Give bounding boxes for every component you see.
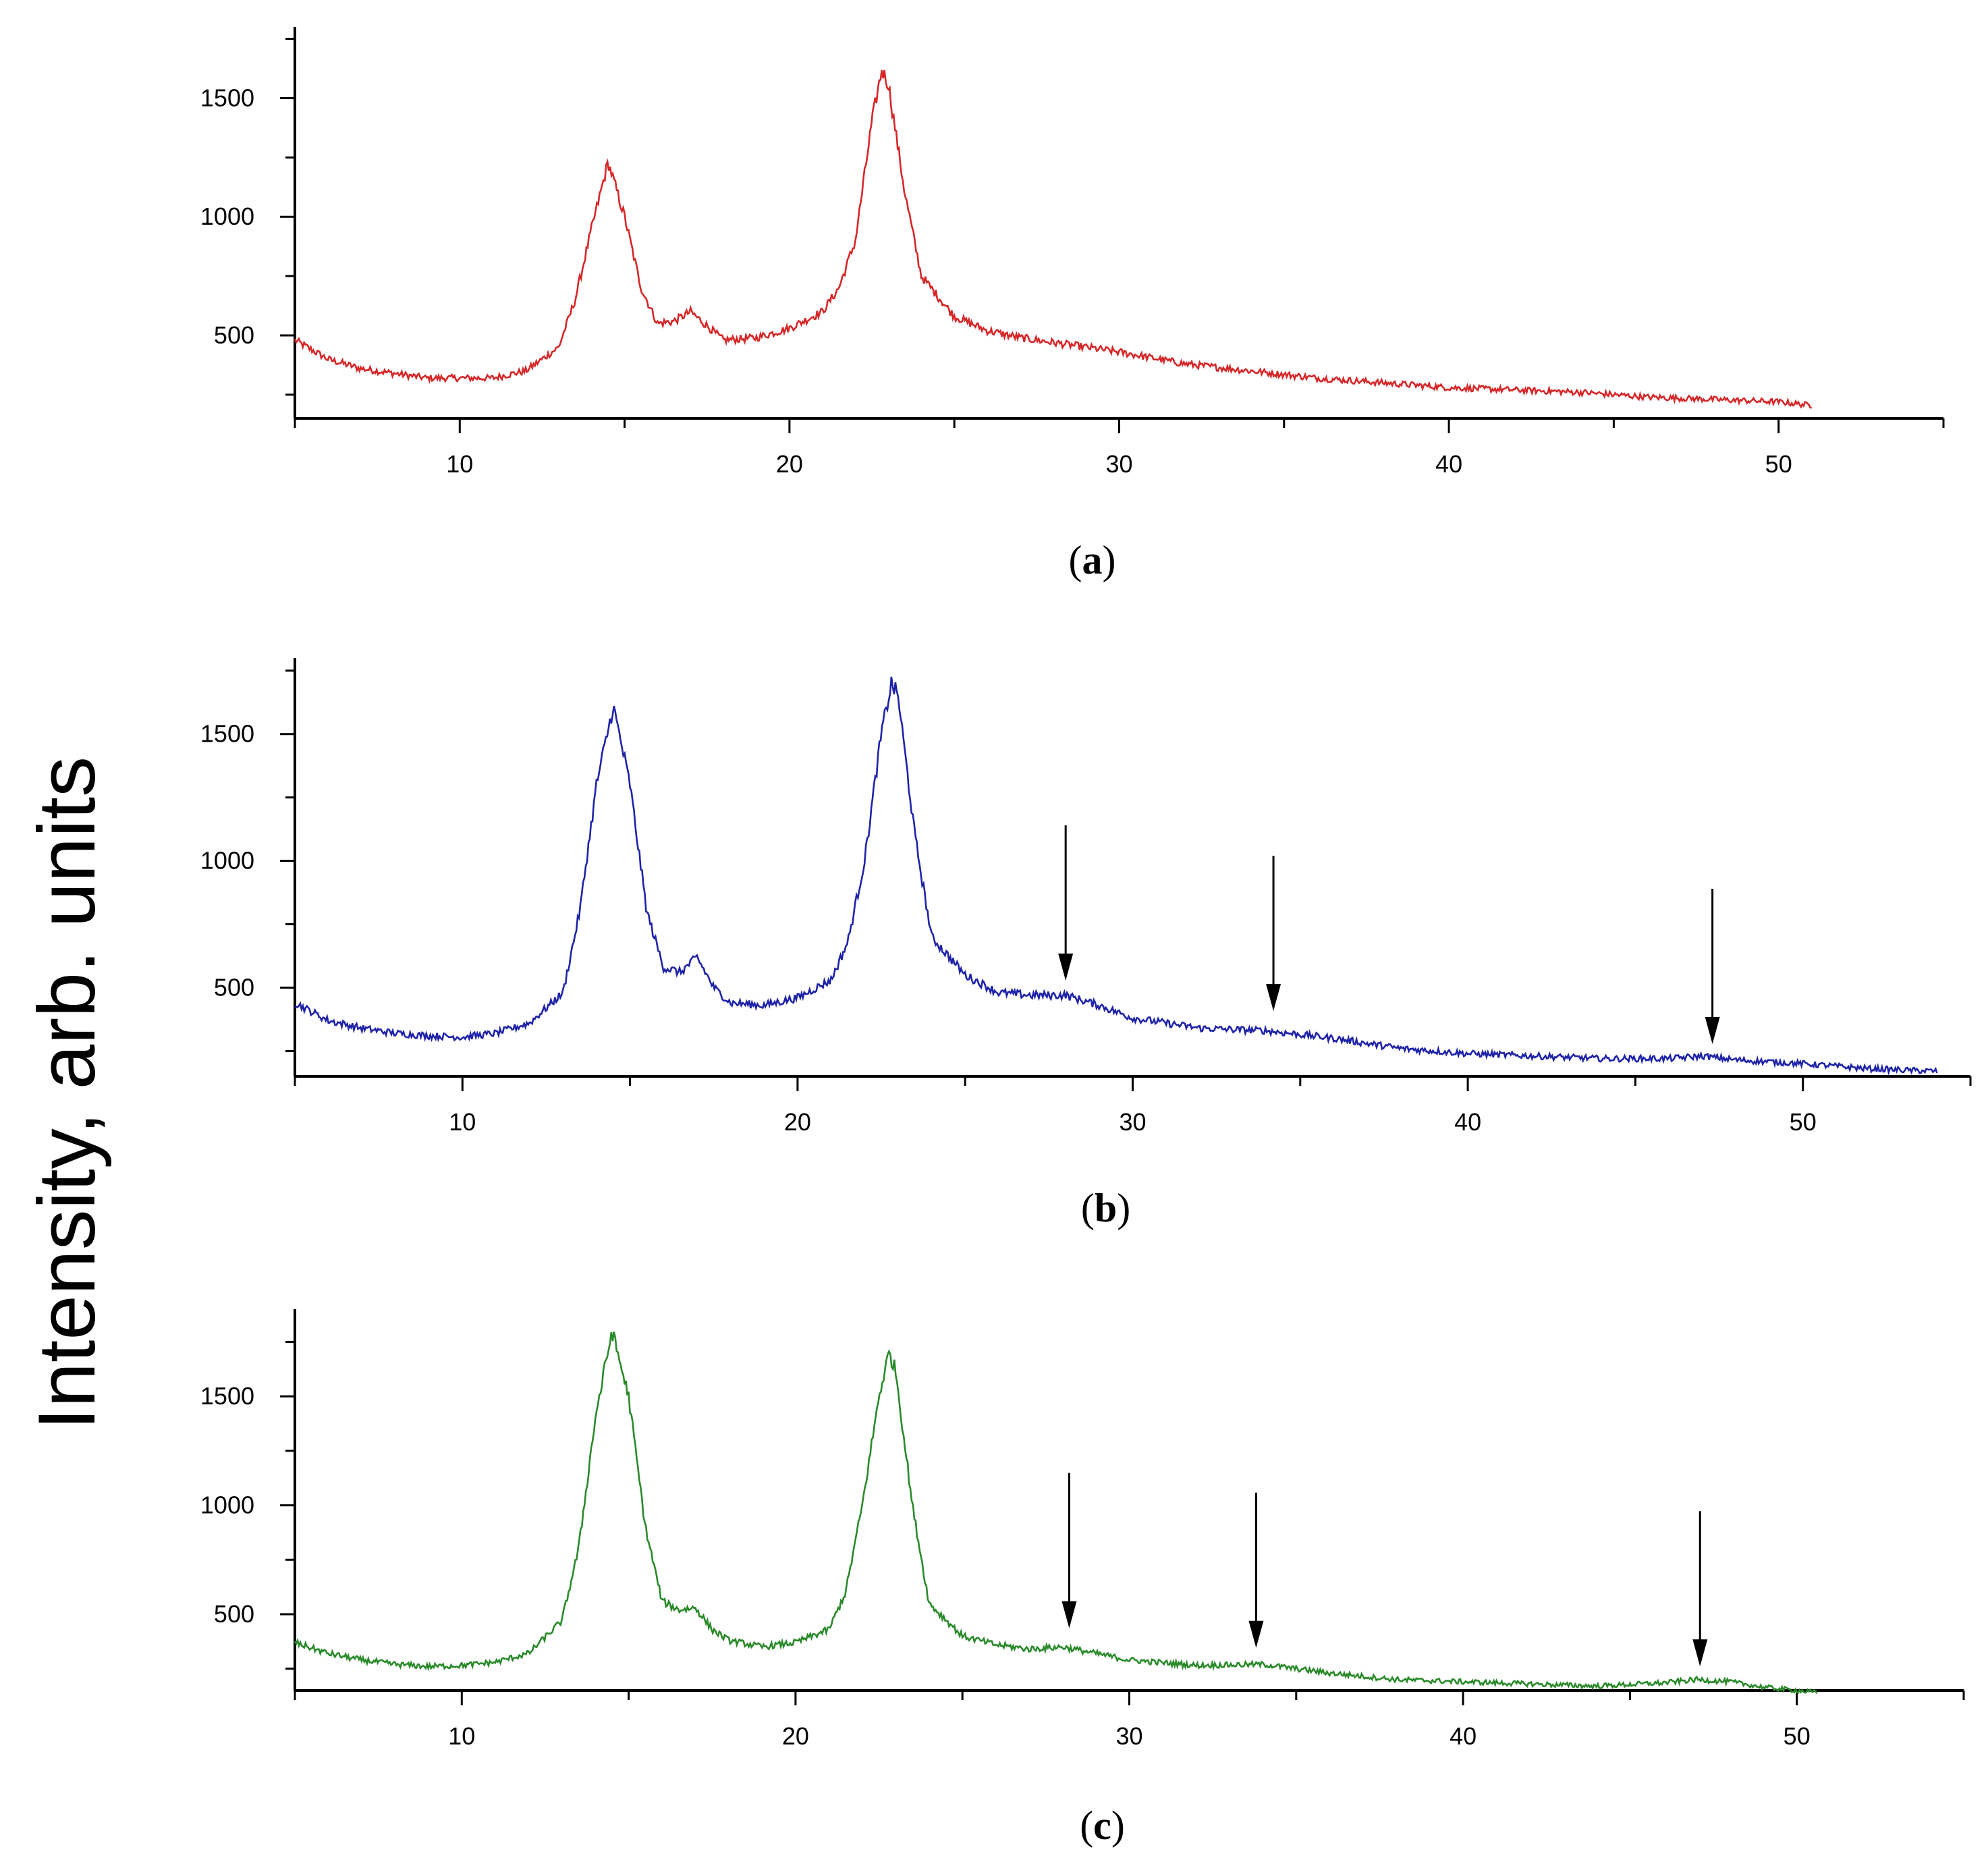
panel-letter: a bbox=[1082, 538, 1103, 582]
y-tick-label: 500 bbox=[214, 1600, 254, 1628]
peak-arrow bbox=[1266, 856, 1281, 1012]
panel-letter: b bbox=[1095, 1186, 1117, 1230]
chart-panel-a: 10 20 30 40 50 500 1000 1500 (a) bbox=[200, 27, 1945, 582]
x-tick-label: 50 bbox=[1790, 1108, 1817, 1136]
series-line-b bbox=[294, 676, 1938, 1076]
peak-arrow bbox=[1705, 888, 1720, 1044]
x-tick-label: 10 bbox=[446, 450, 473, 478]
x-tick-label: 20 bbox=[782, 1722, 809, 1750]
peak-arrow bbox=[1692, 1511, 1708, 1667]
panel-label: (a) bbox=[1069, 538, 1116, 582]
x-tick-label: 10 bbox=[449, 1108, 476, 1136]
series-line-c bbox=[294, 1331, 1818, 1695]
chart-panels: 10 20 30 40 50 500 1000 1500 (a) 10 20 30 40 50 500 100… bbox=[200, 27, 1972, 1848]
x-tick-label: 50 bbox=[1765, 450, 1792, 478]
x-tick-label: 40 bbox=[1449, 1722, 1476, 1750]
chart-panel-b: 10 20 30 40 50 500 1000 1500 (b) bbox=[200, 658, 1972, 1230]
x-tick-label: 30 bbox=[1119, 1108, 1146, 1136]
y-tick-label: 1000 bbox=[200, 202, 254, 230]
x-tick-label: 20 bbox=[784, 1108, 811, 1136]
x-tick-label: 50 bbox=[1784, 1722, 1811, 1750]
x-tick-label: 30 bbox=[1105, 450, 1132, 478]
y-tick-label: 500 bbox=[214, 321, 254, 349]
chart-panel-c: 10 20 30 40 50 500 1000 1500 (c) bbox=[200, 1309, 1965, 1848]
y-tick-label: 1500 bbox=[200, 720, 254, 748]
y-axis-label: Intensity, arb. units bbox=[22, 757, 112, 1430]
y-tick-label: 1500 bbox=[200, 1382, 254, 1410]
y-tick-label: 1500 bbox=[200, 84, 254, 111]
panel-label: (b) bbox=[1081, 1186, 1130, 1230]
peak-arrow bbox=[1058, 825, 1074, 981]
panel-letter: c bbox=[1093, 1803, 1111, 1848]
peak-arrow bbox=[1248, 1492, 1264, 1648]
y-tick-label: 1000 bbox=[200, 1491, 254, 1519]
y-tick-label: 1000 bbox=[200, 847, 254, 875]
x-tick-label: 20 bbox=[776, 450, 803, 478]
x-tick-label: 40 bbox=[1454, 1108, 1481, 1136]
x-tick-label: 30 bbox=[1115, 1722, 1142, 1750]
y-tick-label: 500 bbox=[214, 973, 254, 1001]
x-tick-label: 40 bbox=[1435, 450, 1462, 478]
panel-label: (c) bbox=[1080, 1803, 1125, 1848]
x-tick-label: 10 bbox=[448, 1722, 475, 1750]
series-line-a bbox=[294, 70, 1812, 409]
peak-arrow bbox=[1061, 1473, 1077, 1628]
